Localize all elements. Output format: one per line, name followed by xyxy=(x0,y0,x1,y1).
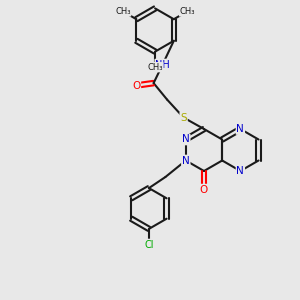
Text: N: N xyxy=(182,134,190,145)
Text: CH₃: CH₃ xyxy=(115,7,130,16)
Text: O: O xyxy=(132,80,140,91)
Text: O: O xyxy=(200,184,208,195)
Text: NH: NH xyxy=(155,59,170,70)
Text: N: N xyxy=(236,166,244,176)
Text: Cl: Cl xyxy=(144,239,154,250)
Text: CH₃: CH₃ xyxy=(180,7,195,16)
Text: N: N xyxy=(182,155,190,166)
Text: N: N xyxy=(236,124,244,134)
Text: CH₃: CH₃ xyxy=(147,63,163,72)
Text: S: S xyxy=(180,112,187,123)
